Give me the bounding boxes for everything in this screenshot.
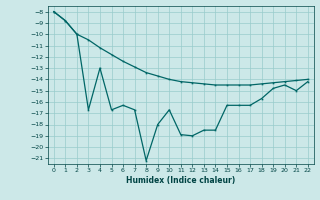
X-axis label: Humidex (Indice chaleur): Humidex (Indice chaleur) [126,176,236,185]
